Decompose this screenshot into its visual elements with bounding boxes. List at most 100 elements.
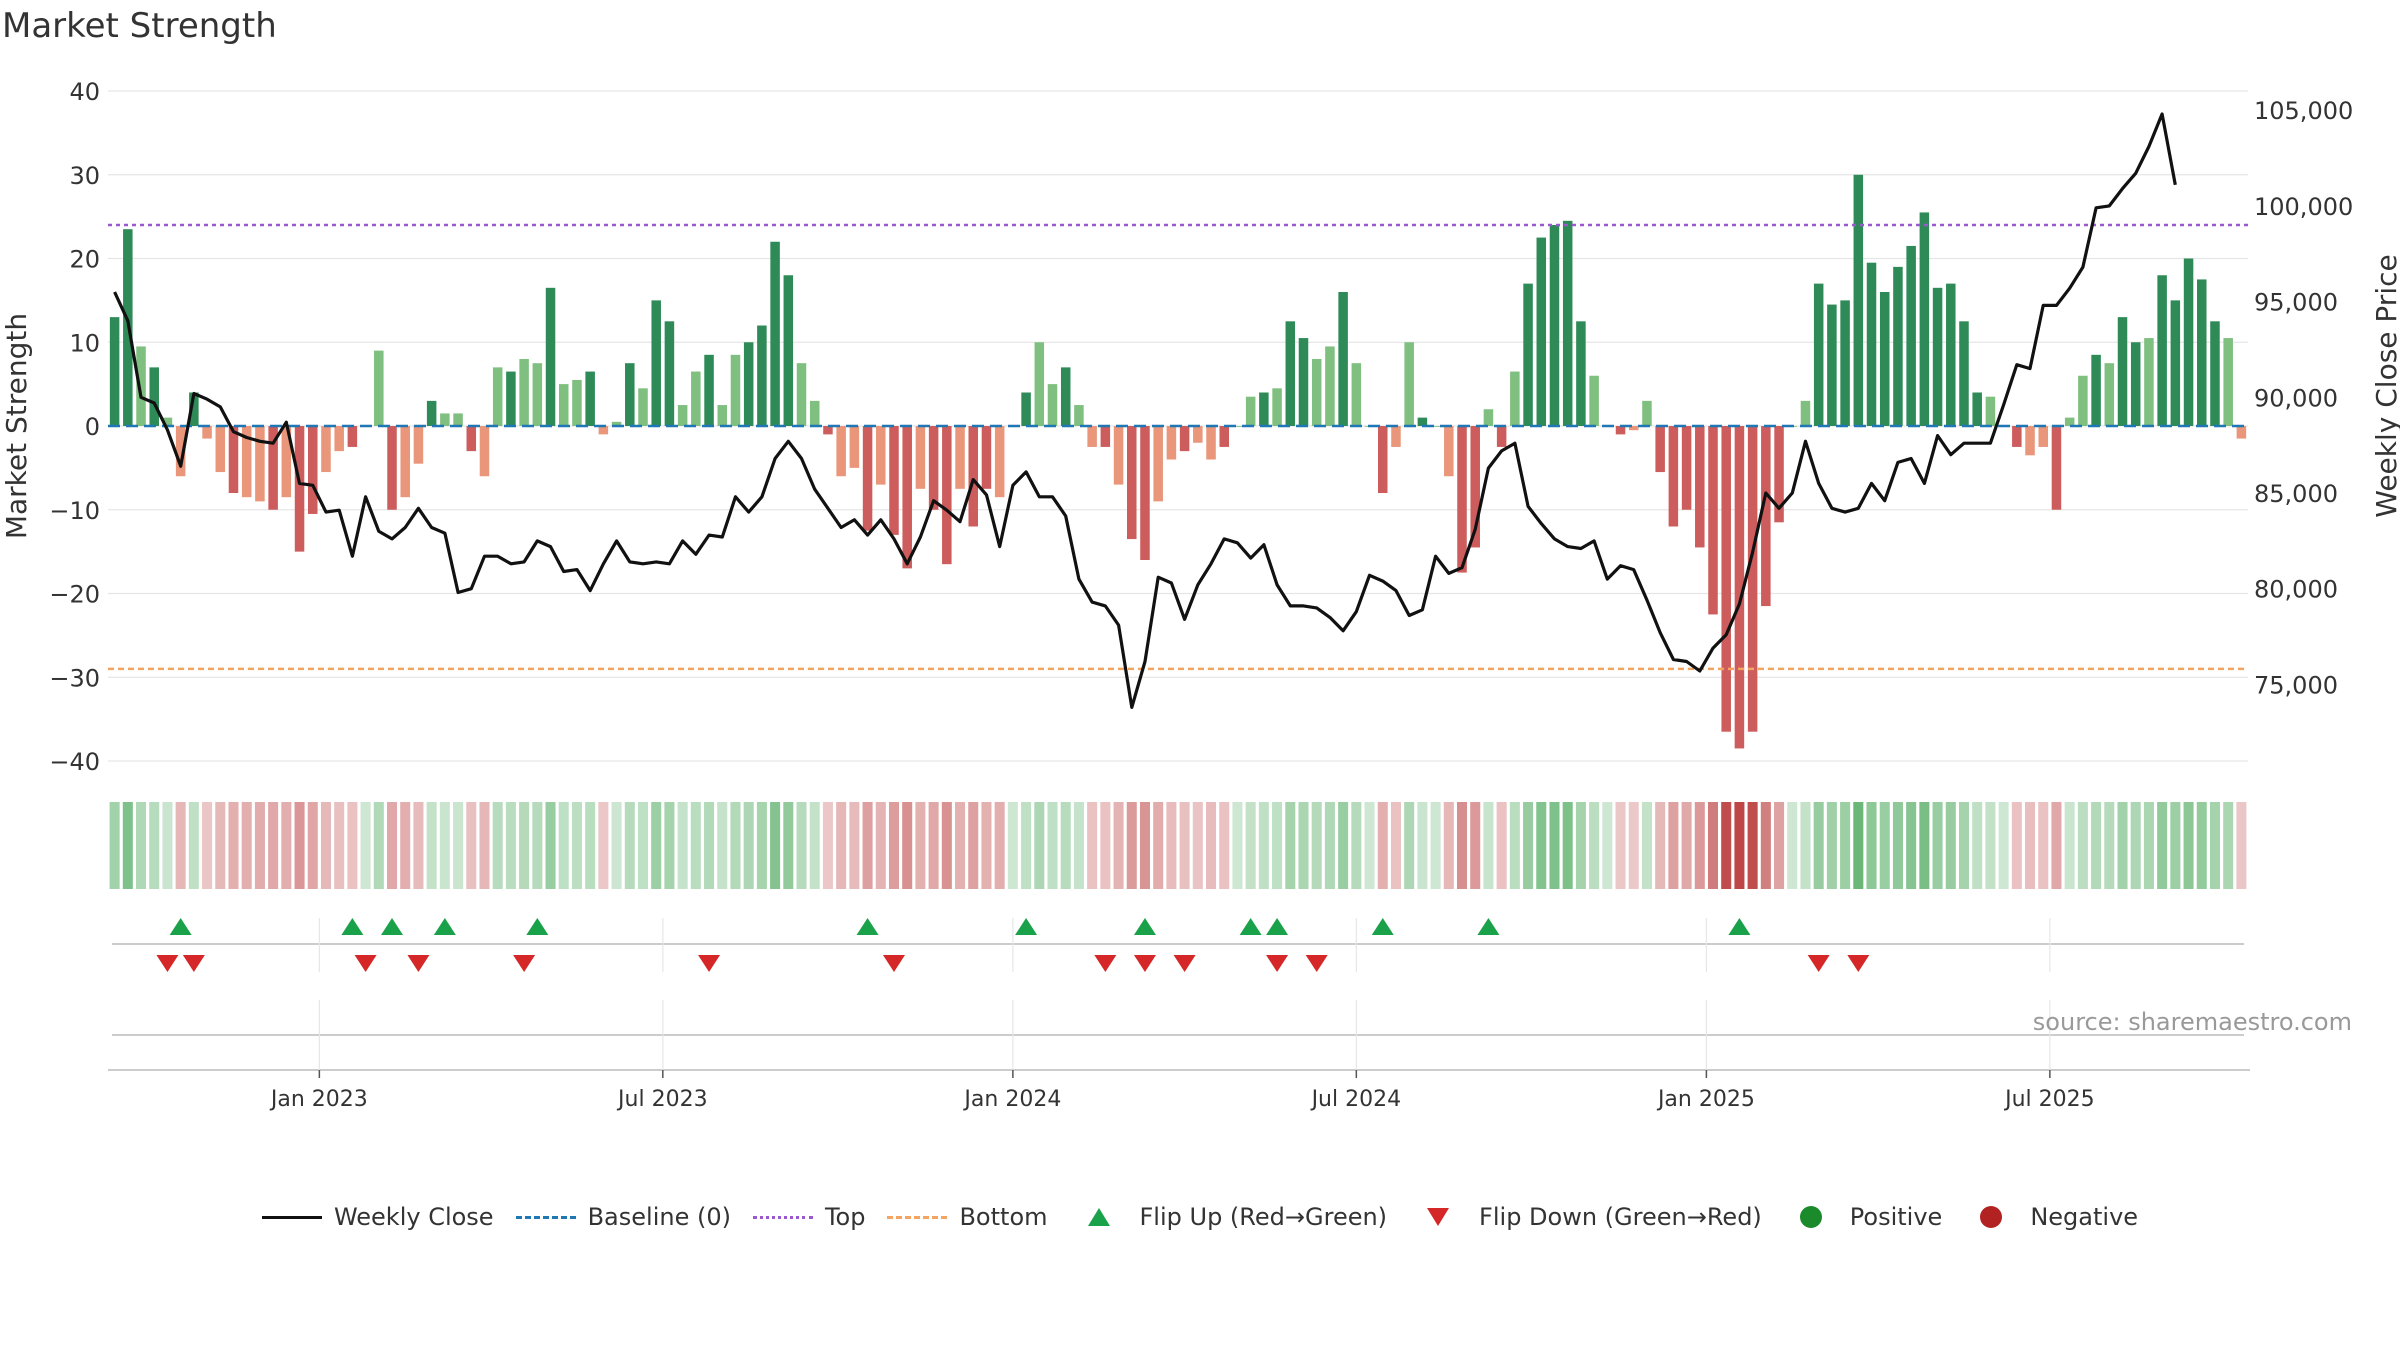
- heat-cell: [809, 802, 820, 889]
- heat-cell: [862, 802, 873, 889]
- heat-cell: [413, 802, 424, 889]
- heat-cell: [2104, 802, 2115, 889]
- heat-cell: [1100, 802, 1111, 889]
- heat-cell: [2025, 802, 2036, 889]
- heat-cell: [637, 802, 649, 889]
- strength-bar: [1879, 292, 1890, 426]
- flip-down-marker: [1266, 955, 1289, 972]
- y-right-tick-label: 75,000: [2254, 671, 2338, 699]
- heat-cell: [1430, 802, 1441, 889]
- flip-down-marker: [407, 955, 430, 972]
- heat-cell: [611, 802, 622, 889]
- heat-cell: [188, 802, 199, 889]
- heat-cell: [215, 802, 226, 889]
- x-tick-label: Jul 2025: [2003, 1087, 2095, 1112]
- heat-cell: [2117, 802, 2128, 889]
- strength-bar: [1153, 426, 1163, 502]
- strength-bar: [2210, 321, 2220, 426]
- strength-bar: [2038, 426, 2049, 447]
- strength-bar: [136, 346, 146, 426]
- strength-bar: [770, 241, 780, 426]
- strength-bar: [585, 371, 595, 426]
- heat-cell: [268, 802, 279, 889]
- strength-bar: [1906, 245, 1916, 426]
- heat-cell: [1655, 802, 1666, 889]
- strength-bar: [809, 400, 820, 426]
- source-note: source: sharemaestro.com: [2032, 1008, 2352, 1036]
- heat-cell: [1853, 802, 1864, 889]
- heat-cell: [162, 802, 173, 889]
- y-right-axis-label: Weekly Close Price: [2370, 254, 2400, 517]
- heat-cell: [822, 802, 833, 889]
- strength-bar: [1827, 304, 1837, 426]
- heat-cell: [955, 802, 966, 889]
- flip-up-marker: [1239, 918, 1262, 935]
- heat-cell: [1232, 802, 1243, 889]
- strength-bar: [2091, 354, 2101, 426]
- heat-cell: [994, 802, 1005, 889]
- strength-bar: [1193, 426, 1203, 443]
- strength-bar: [1430, 426, 1441, 427]
- heat-cell: [902, 802, 913, 889]
- heat-cell: [1707, 802, 1719, 889]
- heat-cell: [281, 802, 292, 889]
- strength-bar: [743, 342, 754, 426]
- heat-cell: [1945, 802, 1956, 889]
- heat-cell: [1298, 802, 1309, 889]
- heat-cell: [1575, 802, 1586, 889]
- heat-cell: [2236, 802, 2247, 889]
- strength-bar: [1972, 392, 1982, 426]
- heat-cell: [492, 802, 503, 889]
- heat-cell: [1390, 802, 1401, 889]
- heat-cell: [2157, 802, 2168, 889]
- heat-cell: [981, 802, 992, 889]
- strength-bar: [1549, 225, 1560, 426]
- flip-up-marker: [1133, 918, 1156, 935]
- y-tick-label: 30: [69, 162, 100, 190]
- strength-bar: [228, 426, 239, 493]
- y-right-tick-label: 85,000: [2254, 480, 2338, 508]
- heat-cell: [1602, 802, 1613, 889]
- heat-cell: [386, 802, 398, 889]
- strength-bar: [374, 350, 384, 426]
- strength-bar: [1259, 392, 1269, 426]
- heat-cell: [1113, 802, 1124, 889]
- strength-bar: [281, 426, 292, 498]
- heat-cell: [2183, 802, 2194, 889]
- heat-cell: [1483, 802, 1494, 889]
- strength-bar: [1919, 212, 1930, 426]
- heat-cell: [624, 802, 635, 889]
- heat-cell: [664, 802, 675, 889]
- heat-cell: [1060, 802, 1071, 889]
- strength-bar: [453, 413, 463, 426]
- flip-up-marker: [1266, 918, 1289, 935]
- heat-cell: [598, 802, 609, 889]
- strength-bar: [2064, 417, 2075, 426]
- strength-bar: [1074, 405, 1084, 426]
- heat-cell: [1272, 802, 1283, 889]
- heat-cell: [1932, 802, 1943, 889]
- heat-cell: [149, 802, 160, 889]
- heat-cell: [796, 802, 807, 889]
- strength-bar: [1483, 409, 1494, 426]
- heat-cell: [1338, 802, 1349, 889]
- strength-bar: [1140, 426, 1150, 560]
- strength-bar: [215, 426, 226, 473]
- green-dot-icon: [1799, 1206, 1822, 1228]
- legend-label: Flip Up (Red→Green): [1139, 1203, 1388, 1231]
- heat-cell: [1892, 802, 1903, 889]
- heat-cell: [1126, 802, 1137, 889]
- strength-bar: [1562, 220, 1573, 426]
- heat-cell: [532, 802, 543, 889]
- heat-cell: [1470, 802, 1481, 889]
- heat-cell: [1245, 802, 1256, 889]
- legend-label: Positive: [1849, 1203, 1943, 1231]
- strength-bar: [1747, 426, 1758, 732]
- strength-bar: [2197, 279, 2207, 426]
- strength-bar: [347, 426, 358, 447]
- dotted-line-icon: [752, 1207, 813, 1227]
- heat-cell: [928, 802, 939, 889]
- legend-bottom: Bottom: [887, 1203, 1048, 1231]
- heat-cell: [2209, 802, 2220, 889]
- y-right-tick-label: 95,000: [2254, 289, 2338, 317]
